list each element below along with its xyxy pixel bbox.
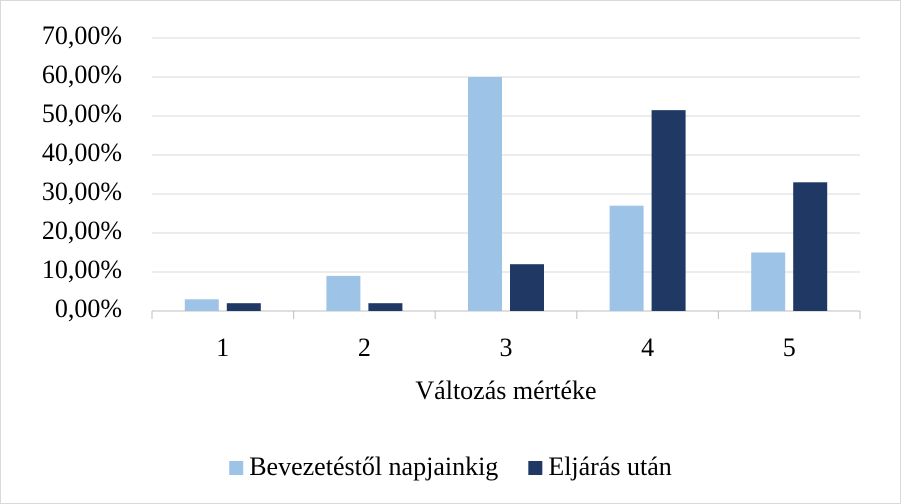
x-tick-label: 1 (216, 333, 229, 362)
bar (468, 77, 502, 311)
y-tick-label: 40,00% (42, 138, 122, 167)
legend-label: Eljárás után (548, 452, 671, 481)
x-tick-label: 2 (358, 333, 371, 362)
y-tick-label: 10,00% (42, 255, 122, 284)
y-tick-label: 50,00% (42, 99, 122, 128)
y-tick-label: 0,00% (55, 294, 122, 323)
x-axis-title: Változás mértéke (415, 376, 596, 405)
x-tick-label: 3 (500, 333, 513, 362)
y-tick-label: 60,00% (42, 60, 122, 89)
bar (510, 264, 544, 311)
legend-swatch (229, 461, 244, 475)
x-tick-label: 4 (641, 333, 654, 362)
y-tick-label: 70,00% (42, 21, 122, 50)
bar (793, 182, 828, 311)
bar (751, 252, 786, 311)
x-tick-label: 5 (783, 333, 796, 362)
bar (184, 299, 219, 311)
bar (368, 303, 403, 311)
legend-swatch (528, 461, 543, 475)
bar (226, 303, 261, 311)
legend-label: Bevezetéstől napjainkig (249, 452, 498, 481)
bar (609, 205, 644, 311)
y-tick-label: 20,00% (42, 216, 122, 245)
y-tick-label: 30,00% (42, 177, 122, 206)
bar (326, 275, 361, 311)
bar (651, 110, 686, 312)
